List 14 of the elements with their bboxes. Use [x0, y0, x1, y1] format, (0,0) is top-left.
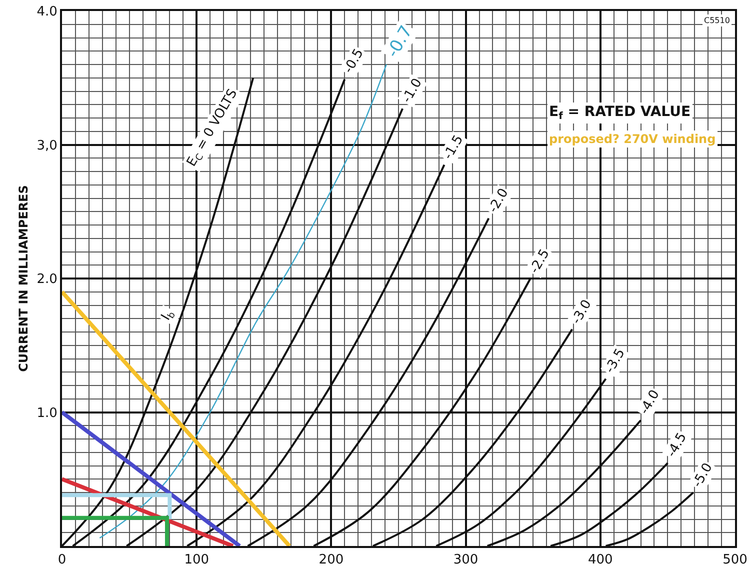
- x-tick-label: 500: [722, 552, 748, 568]
- x-tick-label: 200: [318, 552, 344, 568]
- y-tick-label: 2.0: [36, 272, 58, 288]
- x-tick-label: 0: [58, 552, 66, 568]
- y-tick-label: 3,0: [36, 138, 58, 154]
- x-tick-label: 300: [453, 552, 478, 568]
- annotation: E$_{f}$ = RATED VALUE: [549, 104, 691, 122]
- y-tick-label: 1.0: [36, 406, 58, 421]
- x-tick-label: 100: [184, 552, 210, 568]
- y-axis-title: CURRENT IN MILLIAMPERES: [16, 185, 31, 372]
- y-tick-label: 4.0: [36, 4, 58, 20]
- x-tick-label: 400: [588, 552, 613, 568]
- annotation: proposed? 270V winding: [549, 132, 716, 146]
- annotation: C5510: [704, 16, 730, 25]
